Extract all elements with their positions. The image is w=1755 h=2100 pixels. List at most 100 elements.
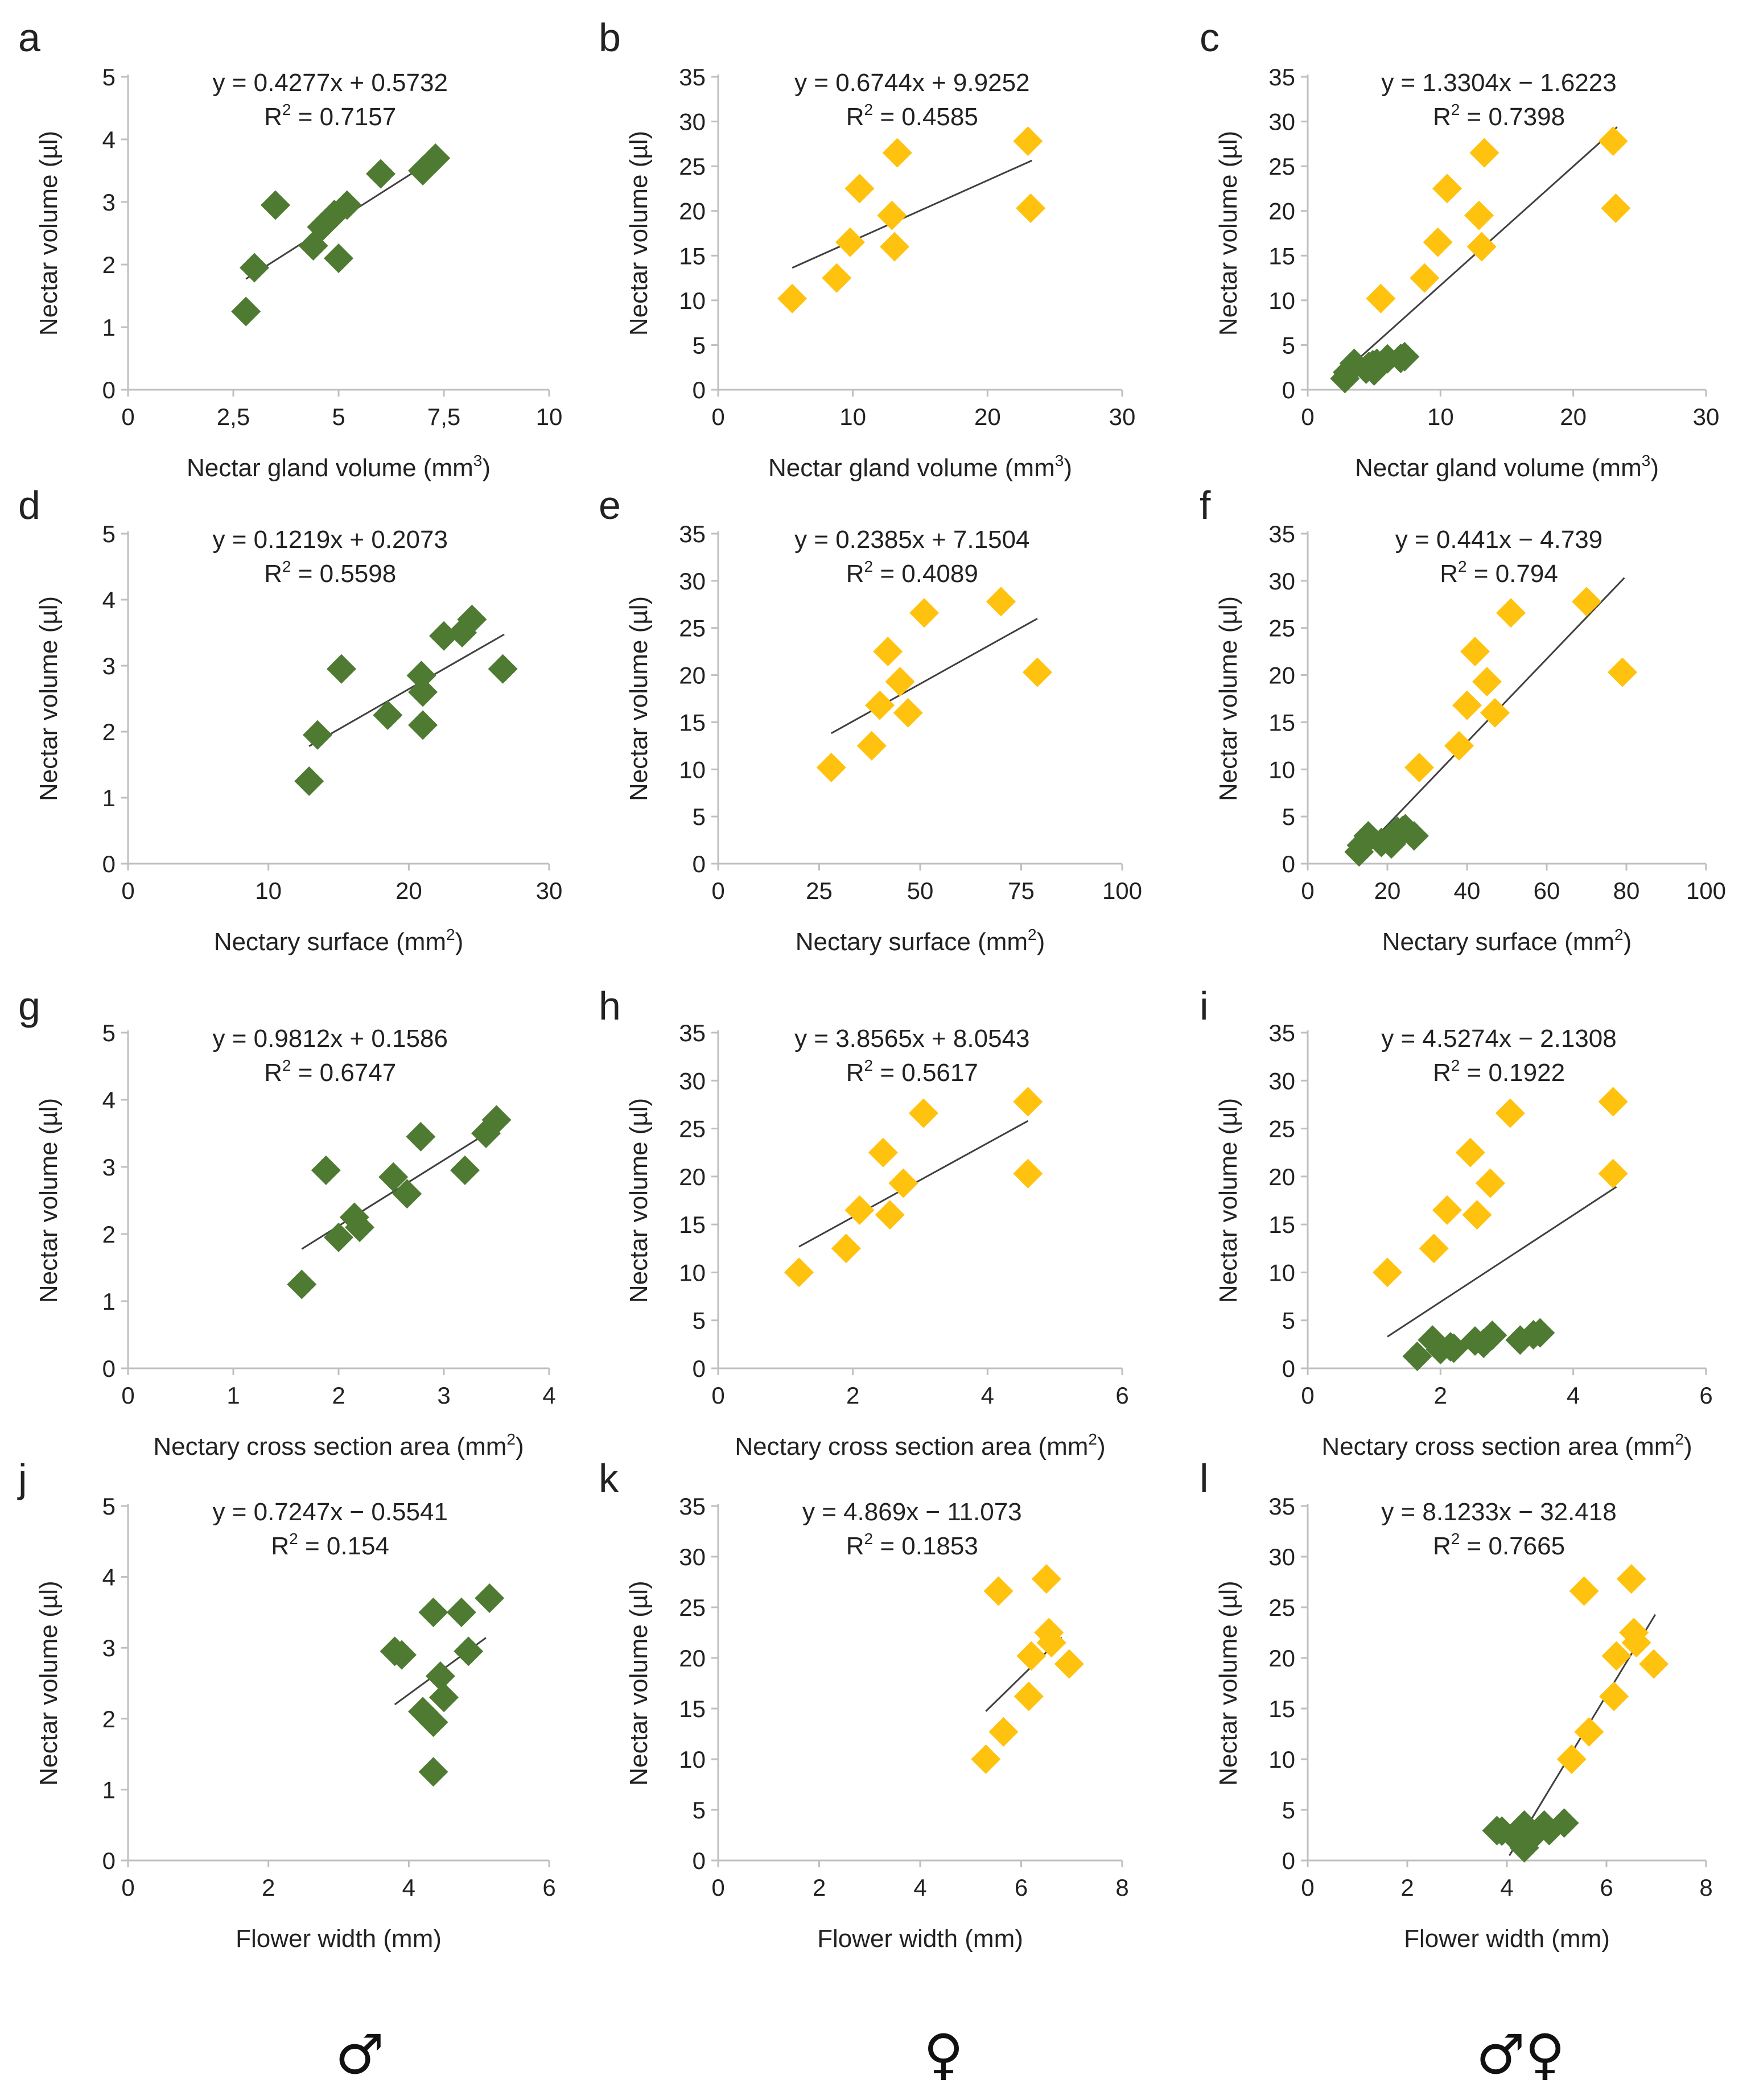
y-tick-label: 2	[102, 1706, 116, 1732]
data-point-female	[1569, 1576, 1599, 1606]
x-tick-label: 0	[711, 1874, 724, 1901]
r-squared-value: = 0.4089	[873, 560, 978, 588]
y-tick-label: 20	[1268, 662, 1295, 689]
data-point-female	[1598, 1087, 1628, 1117]
data-point-male	[261, 190, 290, 220]
x-tick-label: 6	[1699, 1382, 1712, 1409]
y-tick-label: 4	[102, 1564, 116, 1591]
y-tick-label: 5	[1282, 1797, 1295, 1823]
panel-letter: e	[599, 483, 621, 527]
x-tick-label: 80	[1613, 877, 1640, 904]
y-axis-title: Nectar volume (µl)	[35, 596, 63, 801]
data-point-female	[1016, 1641, 1047, 1671]
y-tick-label: 0	[693, 851, 706, 877]
y-axis-title: Nectar volume (µl)	[35, 131, 63, 336]
panel-h: h 0 5 10 15 20 25 30 35 0 2 4 6 Nectar volume (µl) Nec…	[599, 984, 1129, 1460]
y-tick-label: 30	[1268, 109, 1295, 135]
y-axis-title: Nectar volume (µl)	[625, 1098, 653, 1303]
r-squared-value: = 0.7398	[1460, 103, 1565, 131]
x-tick-label: 2	[846, 1382, 859, 1409]
r-squared-symbol: R	[846, 560, 864, 588]
y-tick-label: 10	[679, 756, 706, 783]
x-axis-title-text: Nectar gland volume (mm	[187, 454, 473, 482]
r-squared-value: = 0.5598	[291, 560, 397, 588]
data-point-female	[1639, 1649, 1669, 1679]
data-point-male	[425, 1661, 455, 1691]
x-tick-label: 20	[974, 403, 1001, 430]
x-tick-label: 0	[711, 1382, 724, 1409]
r-squared-value: = 0.6747	[291, 1059, 397, 1087]
x-tick-label: 20	[1560, 403, 1587, 430]
data-point-female	[1410, 263, 1440, 293]
x-axis-title: Nectary cross section area (mm2)	[1321, 1430, 1692, 1460]
x-tick-label: 100	[1686, 877, 1726, 904]
data-point-female	[1475, 1168, 1505, 1198]
y-tick-label: 35	[679, 1493, 706, 1520]
x-tick-label: 0	[121, 1874, 134, 1901]
x-axis-title-text: Flower width (mm)	[1404, 1925, 1610, 1953]
x-tick-label: 10	[536, 403, 563, 430]
trend-line	[1387, 1186, 1617, 1338]
x-tick-label: 2,5	[217, 403, 250, 430]
y-tick-label: 0	[1282, 851, 1295, 877]
data-point-male	[457, 604, 487, 634]
panel-g: g 0 1 2 3 4 5 0 1 2 3 4 Nectar volume (µl) Nectary cr…	[18, 984, 556, 1460]
regression-equation: y = 0.7247x − 0.5541	[212, 1498, 447, 1526]
x-axis-title-superscript: 2	[506, 1430, 516, 1448]
y-tick-label: 15	[679, 709, 706, 736]
male-symbol: ♂	[335, 2023, 385, 2086]
data-point-female	[1366, 283, 1396, 313]
x-axis-title-text: Nectary cross section area (mm	[153, 1433, 506, 1460]
x-axis-title-superscript: 3	[1642, 452, 1651, 469]
x-tick-label: 20	[1374, 877, 1401, 904]
x-axis-title-end: )	[1650, 454, 1659, 482]
x-axis-title-text: Nectary cross section area (mm	[1321, 1433, 1675, 1460]
r-squared-superscript: 2	[289, 1530, 298, 1548]
y-tick-label: 5	[1282, 803, 1295, 830]
x-tick-label: 40	[1454, 877, 1481, 904]
y-tick-label: 10	[1268, 1746, 1295, 1773]
panel-letter: c	[1200, 15, 1220, 60]
x-tick-label: 5	[332, 403, 345, 430]
y-tick-label: 5	[1282, 332, 1295, 358]
y-tick-label: 3	[102, 1635, 116, 1661]
data-point-female	[822, 263, 852, 293]
regression-equation: y = 8.1233x − 32.418	[1381, 1498, 1616, 1526]
x-axis-title-text: Flower width (mm)	[817, 1925, 1023, 1953]
r-squared-label: R2 = 0.5617	[846, 1057, 978, 1087]
x-tick-label: 3	[437, 1382, 450, 1409]
r-squared-label: R2 = 0.1922	[1433, 1057, 1565, 1087]
x-tick-label: 20	[396, 877, 422, 904]
panel-letter: f	[1200, 483, 1211, 527]
y-tick-label: 0	[102, 377, 116, 403]
y-tick-label: 1	[102, 785, 116, 811]
x-tick-label: 8	[1115, 1874, 1128, 1901]
data-point-male	[418, 1707, 448, 1738]
x-axis-title-superscript: 2	[446, 926, 455, 943]
data-point-male	[373, 700, 403, 730]
data-point-male	[454, 1636, 484, 1666]
r-squared-superscript: 2	[1451, 1057, 1460, 1074]
r-squared-superscript: 2	[864, 101, 874, 118]
y-axis-title: Nectar volume (µl)	[1214, 1581, 1242, 1785]
panel-c: c 0 5 10 15 20 25 30 35 0 10 20 30 Nectar volume (µl)…	[1200, 15, 1719, 482]
x-tick-label: 0	[1301, 403, 1314, 430]
y-tick-label: 5	[693, 332, 706, 358]
data-point-female	[1016, 193, 1046, 223]
data-point-female	[909, 598, 940, 628]
y-tick-label: 0	[1282, 377, 1295, 403]
r-squared-superscript: 2	[282, 101, 291, 118]
x-axis-title-text: Nectar gland volume (mm	[1355, 454, 1642, 482]
data-point-female	[1013, 126, 1043, 156]
y-tick-label: 25	[1268, 1116, 1295, 1142]
data-point-female	[1616, 1564, 1646, 1594]
y-tick-label: 20	[679, 198, 706, 225]
panel-a: a 0 1 2 3 4 5 0 2,5 5 7,5 10 Nectar volume (µl) Necta…	[18, 15, 562, 482]
y-tick-label: 10	[1268, 1259, 1295, 1286]
panel-l: l 0 5 10 15 20 25 30 35 0 2 4 6 8 Nectar volume (µl) Fl…	[1200, 1456, 1713, 1953]
panel-letter: a	[18, 15, 40, 60]
r-squared-superscript: 2	[864, 558, 874, 575]
data-point-female	[1469, 138, 1499, 168]
x-axis-title-superscript: 3	[1055, 452, 1064, 469]
y-tick-label: 0	[693, 377, 706, 403]
